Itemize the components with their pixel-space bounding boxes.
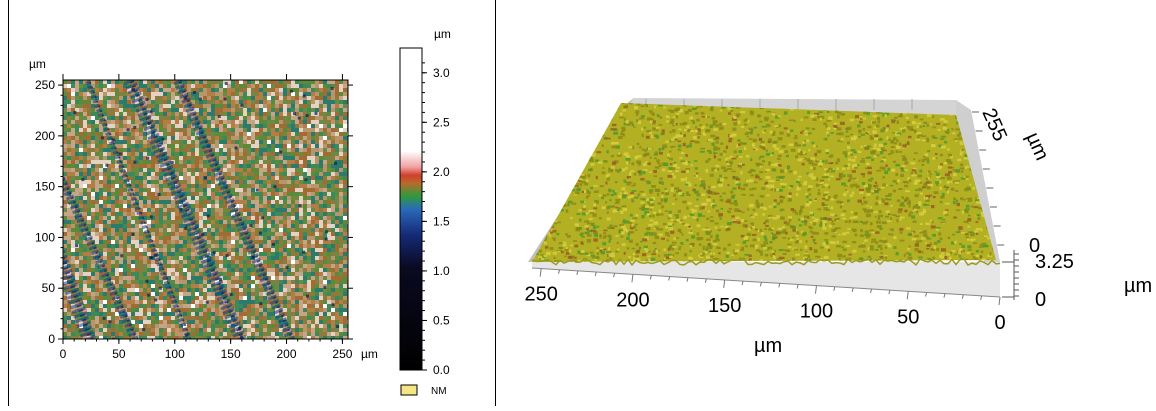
y-tick-label: 50	[42, 281, 56, 295]
surface-top	[526, 95, 1010, 273]
surface-z-unit: µm	[1124, 275, 1152, 297]
colorbar-tick-label: 2.0	[433, 165, 450, 179]
height-map-chart: µm 0 50 100 150 200 250 0 50 100 150 200 250 µm µm…	[9, 0, 495, 406]
surface-y-unit: µm	[1021, 129, 1053, 164]
x-tick-label: 250	[332, 347, 352, 361]
colorbar	[400, 48, 422, 370]
x-tick-label: 150	[221, 347, 241, 361]
x-tick-label: 100	[165, 347, 185, 361]
y-tick-label: 100	[35, 230, 55, 244]
y-unit-label: µm	[29, 57, 46, 71]
surface-x-unit: µm	[754, 335, 782, 357]
front-wall	[532, 262, 1000, 297]
colorbar-axis: 0.0 0.5 1.0 1.5 2.0 2.5 3.0	[422, 63, 450, 377]
surface-x-tick-label: 0	[994, 312, 1005, 334]
surface-x-tick-label: 250	[524, 284, 557, 306]
x-tick-label: 200	[277, 347, 297, 361]
colorbar-tick-label: 0.0	[433, 363, 450, 377]
surface-z-tick-top: 3.25	[1035, 251, 1074, 273]
y-tick-label: 0	[48, 332, 55, 346]
x-unit-label: µm	[361, 347, 378, 361]
legend-label-nm: NM	[431, 386, 447, 397]
surface-x-tick-label: 50	[897, 306, 919, 328]
x-tick-label: 50	[112, 347, 126, 361]
surface-x-tick-label: 150	[708, 295, 741, 317]
colorbar-tick-label: 1.5	[433, 214, 450, 228]
colorbar-unit-label: µm	[434, 27, 451, 41]
colorbar-tick-label: 2.5	[433, 115, 450, 129]
x-tick-label: 0	[60, 347, 67, 361]
y-tick-label: 150	[35, 180, 55, 194]
colorbar-tick-label: 1.0	[433, 264, 450, 278]
surface-z-tick-0: 0	[1035, 289, 1046, 311]
colorbar-tick-label: 0.5	[433, 313, 450, 327]
surface-x-tick-label: 100	[800, 301, 833, 323]
legend-swatch-nm	[401, 385, 417, 395]
afm-2d-panel: µm 0 50 100 150 200 250 0 50 100 150 200 250 µm µm…	[8, 0, 496, 406]
colorbar-tick-label: 3.0	[433, 66, 450, 80]
y-tick-label: 200	[35, 129, 55, 143]
surface-y-tick-255: 255	[977, 105, 1011, 144]
y-tick-label: 250	[35, 78, 55, 92]
surface-x-tick-label: 200	[616, 289, 649, 311]
